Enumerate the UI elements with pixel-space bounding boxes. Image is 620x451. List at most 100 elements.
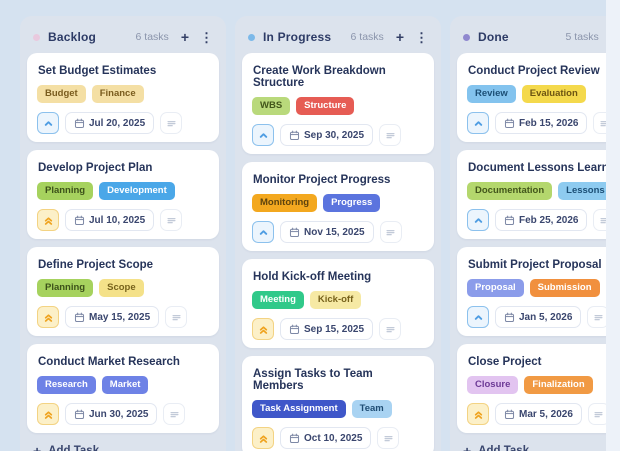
board: Backlog 6 tasks + ⋮ Set Budget Estimates… [20,16,620,451]
tag-list: Monitoring Progress [252,194,424,212]
priority-medium-button[interactable] [467,306,489,328]
tag-pill: Planning [37,182,94,200]
priority-medium-button[interactable] [252,124,274,146]
align-left-icon [385,227,396,238]
priority-high-button[interactable] [467,403,489,425]
description-button[interactable] [160,112,183,134]
card-meta-row: May 15, 2025 [37,306,209,328]
task-card[interactable]: Conduct Market Research Research Market [27,344,219,433]
card-list: Set Budget Estimates Budget Finance [27,53,219,433]
priority-high-button[interactable] [252,318,274,340]
description-button[interactable] [160,209,183,231]
description-button[interactable] [379,124,402,146]
tag-list: Proposal Submission [467,279,620,297]
column-task-count: 5 tasks [565,31,599,43]
tag-pill: Planning [37,279,94,297]
column-status-dot-icon [248,33,255,41]
task-title: Define Project Scope [38,259,154,271]
priority-high-button[interactable] [37,209,59,231]
add-task-button[interactable]: + Add Task [27,433,105,451]
tag-pill: Evaluation [521,85,586,103]
add-task-button[interactable]: + Add Task [457,433,535,451]
task-card[interactable]: Define Project Scope Planning Scope [27,247,219,336]
card-meta-row: Oct 10, 2025 [252,427,424,449]
double-chevron-up-icon [44,410,52,419]
tag-list: Meeting Kick-off [252,291,424,309]
description-button[interactable] [163,403,186,425]
card-meta-row: Jan 5, 2026 [467,306,620,328]
due-date-label: Nov 15, 2025 [304,226,365,238]
align-left-icon [169,409,180,420]
description-button[interactable] [379,318,402,340]
tag-pill: Monitoring [252,194,318,212]
priority-medium-button[interactable] [37,112,59,134]
column-title: Backlog [48,30,97,44]
scrollbar-track[interactable] [606,0,620,451]
card-meta-row: Sep 30, 2025 [252,124,424,146]
column-header: Backlog 6 tasks + ⋮ [27,23,219,53]
due-date-chip[interactable]: Feb 25, 2026 [495,209,588,231]
chevron-up-icon [259,132,267,138]
description-button[interactable] [379,221,402,243]
due-date-chip[interactable]: Mar 5, 2026 [495,403,582,425]
calendar-icon [74,312,85,323]
align-left-icon [383,433,394,444]
tag-pill: Proposal [467,279,524,297]
task-card[interactable]: Document Lessons Learned Documentation Le… [457,150,620,239]
due-date-chip[interactable]: May 15, 2025 [65,306,160,328]
due-date-chip[interactable]: Feb 15, 2026 [495,112,588,134]
task-card[interactable]: Monitor Project Progress Monitoring Progr… [242,162,434,251]
add-task-label: Add Task [478,445,530,451]
priority-medium-button[interactable] [467,209,489,231]
task-title: Set Budget Estimates [38,65,157,77]
card-meta-row: Jul 10, 2025 [37,209,209,231]
card-list: Create Work Breakdown Structure WBS Struc… [242,53,434,451]
due-date-chip[interactable]: Oct 10, 2025 [280,427,372,449]
due-date-chip[interactable]: Jul 20, 2025 [65,112,155,134]
priority-high-button[interactable] [37,403,59,425]
task-card[interactable]: Set Budget Estimates Budget Finance [27,53,219,142]
task-card[interactable]: Conduct Project Review Review Evaluation [457,53,620,142]
task-card[interactable]: Assign Tasks to Team Members Task Assign… [242,356,434,451]
task-title: Develop Project Plan [38,162,153,174]
priority-high-button[interactable] [37,306,59,328]
due-date-chip[interactable]: Jan 5, 2026 [495,306,582,328]
description-button[interactable] [587,403,610,425]
due-date-chip[interactable]: Jul 10, 2025 [65,209,155,231]
task-card[interactable]: Develop Project Plan Planning Development [27,150,219,239]
tag-list: Documentation Lessons Learned [467,182,620,200]
card-meta-row: Mar 5, 2026 [467,403,620,425]
add-task-label: Add Task [48,445,100,451]
double-chevron-up-icon [259,434,267,443]
due-date-chip[interactable]: Nov 15, 2025 [280,221,374,243]
column-menu-icon[interactable]: ⋮ [415,29,428,45]
column-status-dot-icon [463,33,470,41]
priority-medium-button[interactable] [467,112,489,134]
task-card[interactable]: Close Project Closure Finalization [457,344,620,433]
column-title: Done [478,30,509,44]
task-title: Document Lessons Learned [468,162,620,174]
description-button[interactable] [377,427,400,449]
align-left-icon [593,312,604,323]
description-button[interactable] [165,306,188,328]
due-date-chip[interactable]: Jun 30, 2025 [65,403,158,425]
add-card-icon[interactable]: + [180,29,189,45]
column-menu-icon[interactable]: ⋮ [200,29,213,45]
task-title: Conduct Market Research [38,356,180,368]
task-card[interactable]: Submit Project Proposal Proposal Submissi… [457,247,620,336]
priority-medium-button[interactable] [252,221,274,243]
add-card-icon[interactable]: + [395,29,404,45]
tag-pill: Meeting [252,291,304,309]
due-date-label: Sep 30, 2025 [304,129,365,141]
due-date-chip[interactable]: Sep 30, 2025 [280,124,374,146]
tag-pill: WBS [252,97,291,115]
due-date-chip[interactable]: Sep 15, 2025 [280,318,374,340]
priority-high-button[interactable] [252,427,274,449]
task-card[interactable]: Create Work Breakdown Structure WBS Struc… [242,53,434,154]
double-chevron-up-icon [44,313,52,322]
task-card[interactable]: Hold Kick-off Meeting Meeting Kick-off [242,259,434,348]
tag-pill: Progress [323,194,381,212]
calendar-icon [289,227,300,238]
due-date-label: Jul 20, 2025 [89,117,146,129]
